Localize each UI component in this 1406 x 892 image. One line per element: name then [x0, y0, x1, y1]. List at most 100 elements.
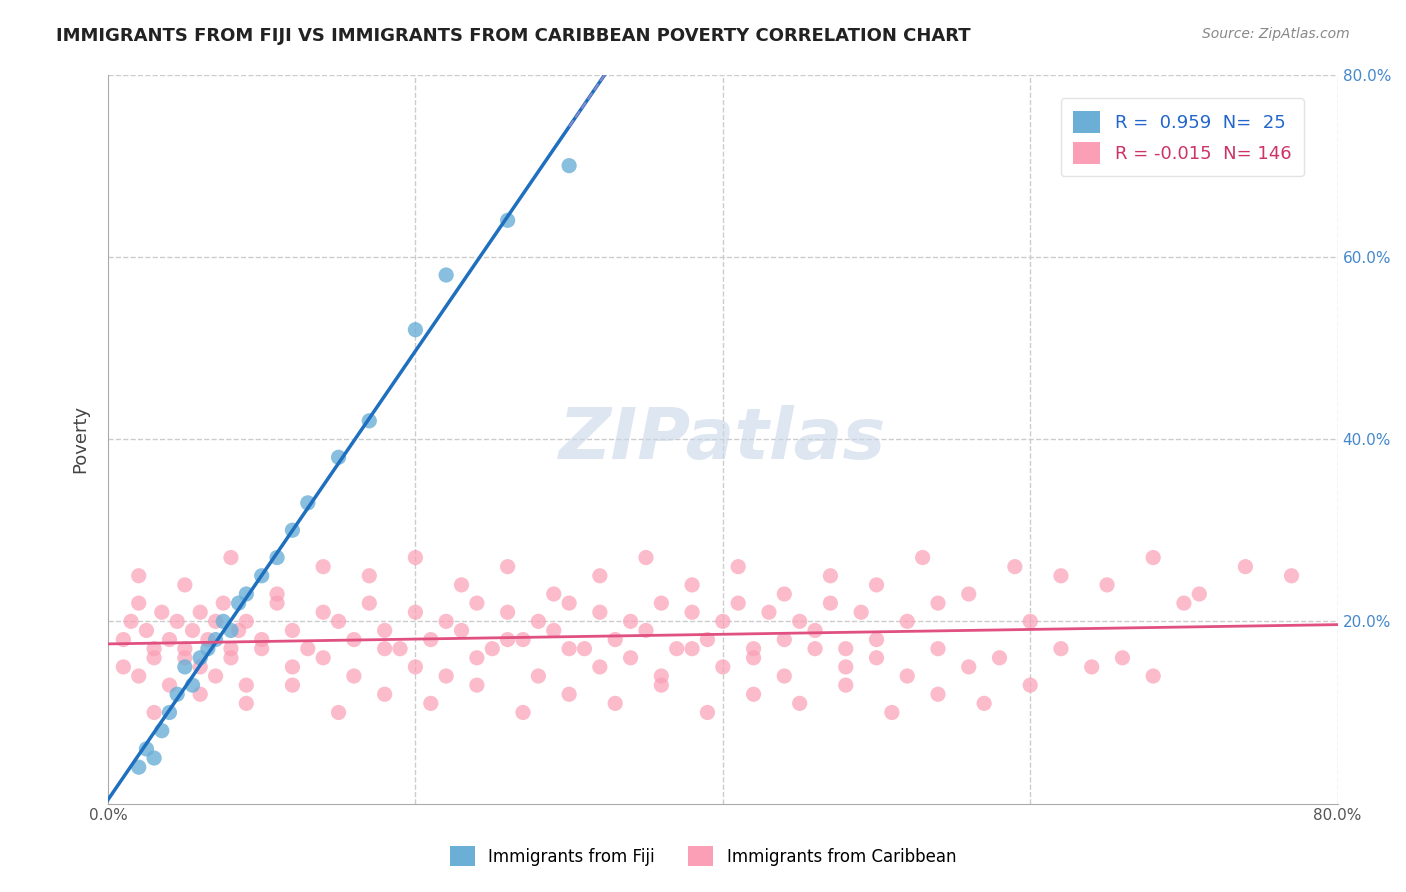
Point — [312, 605, 335, 619]
Point — [450, 578, 472, 592]
Point — [235, 697, 257, 711]
Point — [973, 697, 995, 711]
Point — [574, 641, 596, 656]
Point — [558, 687, 581, 701]
Point — [619, 650, 641, 665]
Point — [188, 650, 211, 665]
Point — [112, 660, 135, 674]
Point — [204, 632, 226, 647]
Point — [758, 605, 780, 619]
Point — [835, 678, 858, 692]
Point — [188, 660, 211, 674]
Point — [159, 678, 181, 692]
Point — [434, 268, 457, 282]
Point — [404, 660, 426, 674]
Point — [150, 605, 173, 619]
Point — [235, 615, 257, 629]
Point — [266, 596, 288, 610]
Point — [143, 650, 166, 665]
Point — [465, 650, 488, 665]
Text: ZIPatlas: ZIPatlas — [560, 405, 887, 474]
Point — [1019, 678, 1042, 692]
Point — [820, 596, 842, 610]
Point — [197, 641, 219, 656]
Point — [166, 687, 188, 701]
Point — [197, 632, 219, 647]
Point — [359, 568, 381, 582]
Point — [634, 624, 657, 638]
Point — [650, 669, 672, 683]
Point — [128, 669, 150, 683]
Point — [1188, 587, 1211, 601]
Point — [558, 596, 581, 610]
Point — [266, 550, 288, 565]
Point — [212, 596, 235, 610]
Point — [481, 641, 503, 656]
Point — [204, 669, 226, 683]
Point — [1142, 550, 1164, 565]
Y-axis label: Poverty: Poverty — [72, 405, 89, 473]
Point — [434, 615, 457, 629]
Point — [173, 660, 195, 674]
Point — [773, 587, 796, 601]
Point — [143, 751, 166, 765]
Point — [527, 669, 550, 683]
Point — [266, 587, 288, 601]
Point — [328, 706, 350, 720]
Point — [159, 706, 181, 720]
Point — [650, 596, 672, 610]
Point — [681, 578, 703, 592]
Text: IMMIGRANTS FROM FIJI VS IMMIGRANTS FROM CARIBBEAN POVERTY CORRELATION CHART: IMMIGRANTS FROM FIJI VS IMMIGRANTS FROM … — [56, 27, 972, 45]
Point — [512, 632, 534, 647]
Point — [1004, 559, 1026, 574]
Point — [219, 624, 242, 638]
Point — [804, 641, 827, 656]
Point — [219, 641, 242, 656]
Point — [589, 568, 612, 582]
Point — [1050, 568, 1073, 582]
Point — [204, 615, 226, 629]
Point — [112, 632, 135, 647]
Point — [281, 660, 304, 674]
Point — [404, 323, 426, 337]
Point — [188, 605, 211, 619]
Point — [297, 496, 319, 510]
Point — [1142, 669, 1164, 683]
Point — [235, 678, 257, 692]
Point — [1173, 596, 1195, 610]
Point — [742, 687, 765, 701]
Point — [228, 596, 250, 610]
Point — [235, 587, 257, 601]
Point — [927, 687, 949, 701]
Point — [820, 568, 842, 582]
Point — [135, 624, 157, 638]
Point — [419, 632, 441, 647]
Point — [228, 624, 250, 638]
Point — [957, 587, 980, 601]
Point — [589, 660, 612, 674]
Point — [128, 568, 150, 582]
Point — [173, 641, 195, 656]
Point — [166, 615, 188, 629]
Point — [527, 615, 550, 629]
Point — [681, 641, 703, 656]
Point — [312, 559, 335, 574]
Point — [219, 650, 242, 665]
Point — [742, 650, 765, 665]
Point — [896, 615, 918, 629]
Point — [143, 706, 166, 720]
Point — [650, 678, 672, 692]
Point — [789, 697, 811, 711]
Point — [865, 632, 887, 647]
Point — [359, 596, 381, 610]
Point — [434, 669, 457, 683]
Point — [389, 641, 412, 656]
Point — [135, 742, 157, 756]
Point — [281, 523, 304, 537]
Point — [496, 559, 519, 574]
Point — [181, 678, 204, 692]
Point — [374, 641, 396, 656]
Point — [605, 632, 627, 647]
Point — [711, 660, 734, 674]
Point — [297, 641, 319, 656]
